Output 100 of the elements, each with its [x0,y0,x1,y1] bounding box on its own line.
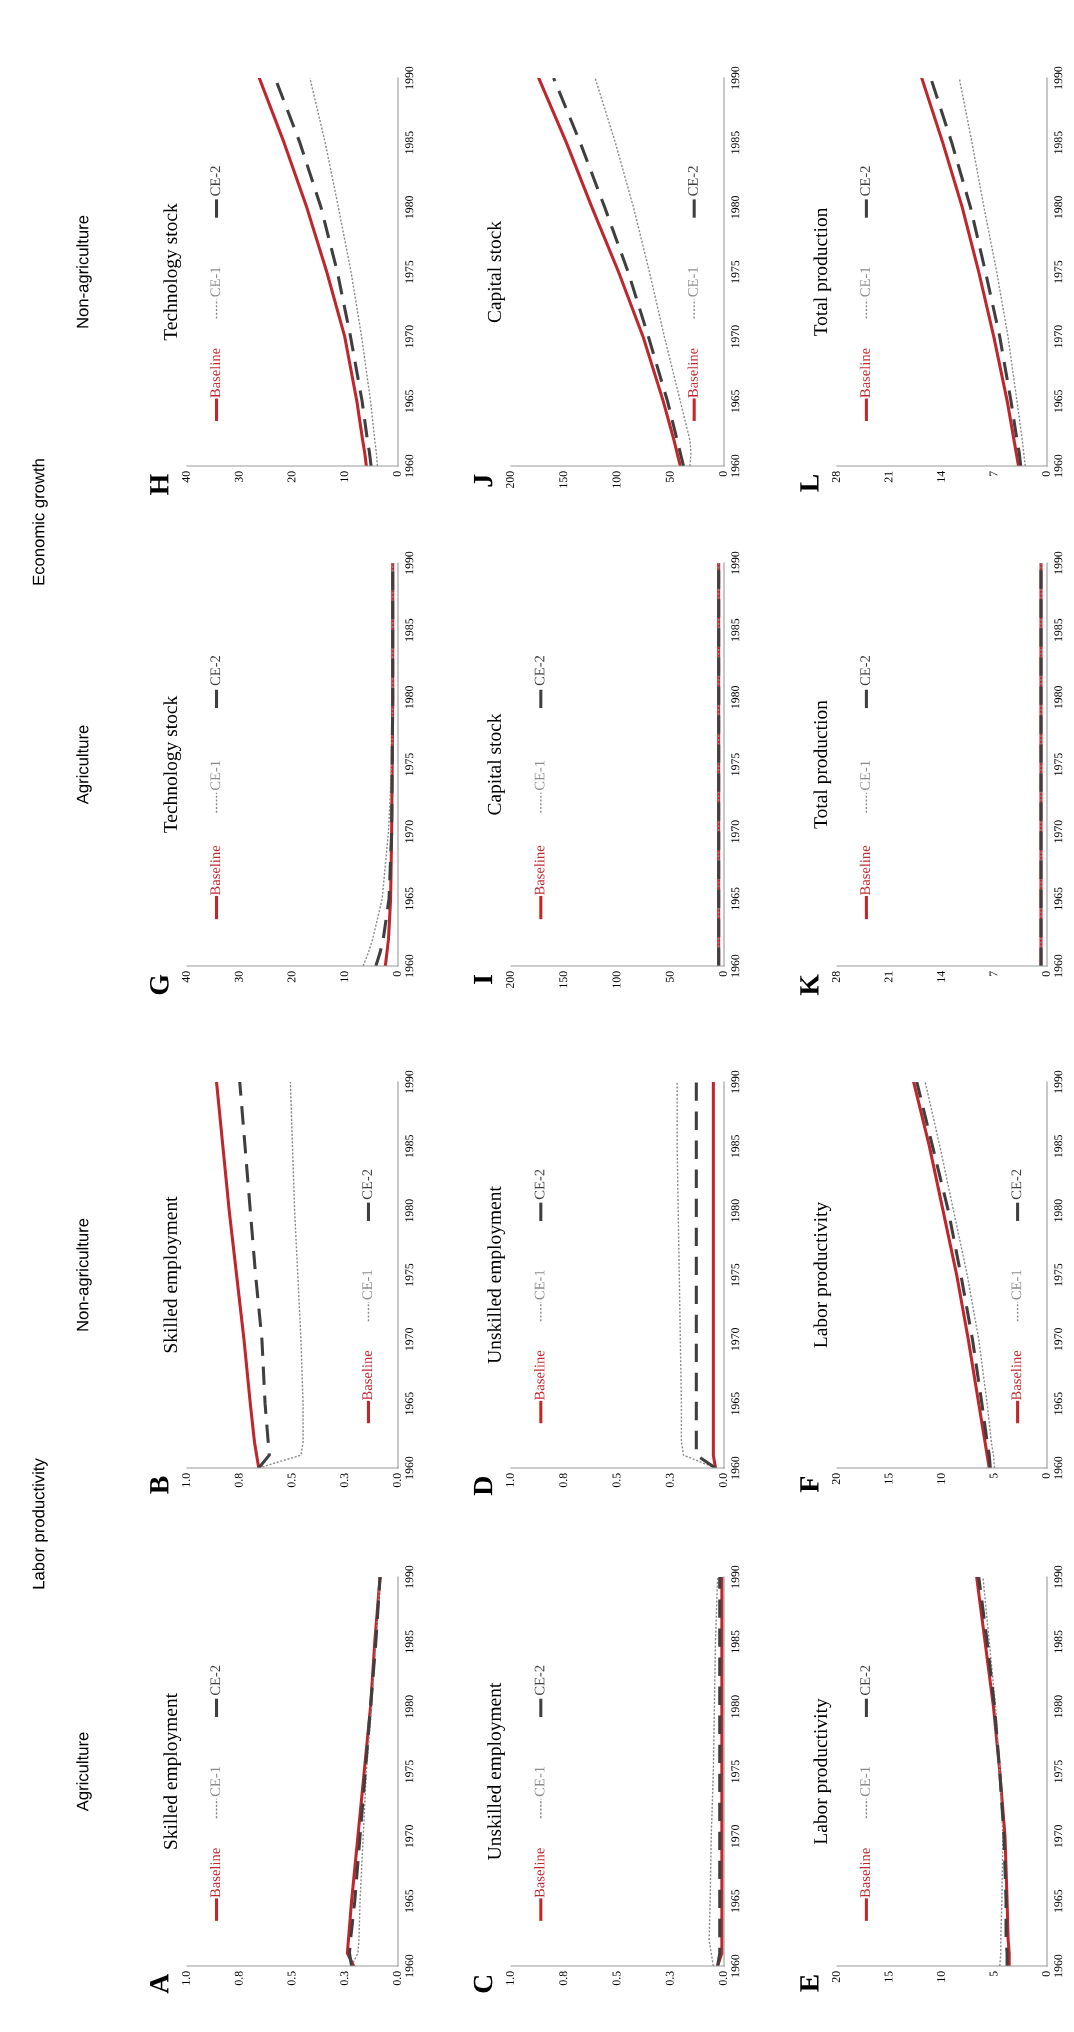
text: Skilled employment [163,1196,182,1353]
text: B [150,1476,169,1494]
x-tick-label: 14 [937,971,945,982]
x-tick-label: 0.0 [392,1473,402,1488]
text: CE-2 [860,655,871,686]
text: Skilled employment [163,1693,182,1849]
x-tick-label: 1.0 [505,1473,515,1487]
x-tick-label: 15 [884,1473,893,1484]
text: CE-1 [210,267,221,297]
text: E [800,1975,819,1992]
text: Labor productivity [32,1458,48,1589]
x-tick-label: 0 [718,971,727,977]
x-tick-label: 200 [505,971,514,989]
y-tick-label: 1975 [1054,1263,1063,1286]
x-tick-label: 20 [287,471,296,483]
text: CE-2 [860,1665,871,1696]
y-tick-label: 1980 [731,1695,740,1718]
text: Total production [813,700,832,829]
x-tick-label: 200 [505,471,514,489]
x-tick-label: 10 [936,1971,945,1982]
y-tick-label: 1975 [405,1263,414,1286]
text: CE-1 [534,1766,545,1797]
x-tick-label: 0 [718,471,727,477]
y-tick-label: 1965 [731,887,740,910]
y-tick-label: 1975 [405,260,414,283]
x-tick-label: 0.0 [718,1473,728,1488]
y-tick-label: 1980 [405,685,414,709]
y-tick-label: 1965 [731,389,740,413]
x-tick-label: 0 [1041,1971,1050,1977]
x-tick-label: 20 [831,1971,840,1983]
text: CE-1 [860,760,871,791]
y-tick-label: 1970 [405,1327,414,1351]
text: C [473,1975,493,1993]
text: Labor productivity [813,1698,832,1845]
y-tick-label: 1980 [731,1199,740,1222]
y-tick-label: 1980 [1054,1695,1063,1718]
y-tick-label: 1990 [731,66,740,89]
text: CE-2 [1011,1169,1022,1200]
x-tick-label: 150 [559,471,568,488]
text: Baseline [534,1848,545,1898]
text: K [800,974,819,996]
y-tick-label: 1985 [405,131,414,154]
y-tick-label: 1960 [731,454,740,477]
text: Baseline [534,1350,545,1401]
y-tick-label: 1990 [1054,551,1063,574]
text: CE-2 [534,655,545,686]
y-tick-label: 1960 [731,1456,740,1479]
x-tick-label: 50 [665,471,674,482]
x-tick-label: 0.3 [665,1473,674,1488]
text: J [473,474,493,487]
x-tick-label: 0 [392,471,401,477]
text: Baseline [1010,1350,1022,1401]
y-tick-label: 1960 [731,1954,740,1977]
x-tick-label: 7 [989,971,998,976]
y-tick-label: 1985 [405,618,414,641]
text: Baseline [687,348,698,398]
x-tick-label: 28 [831,471,840,483]
y-tick-label: 1990 [405,1565,414,1588]
y-tick-label: 1975 [1054,753,1063,776]
y-tick-label: 1985 [1054,131,1063,154]
y-tick-label: 1960 [405,454,414,477]
y-tick-label: 1980 [405,1695,414,1718]
text: H [150,474,169,495]
x-tick-label: 30 [234,471,243,483]
text: CE-1 [534,760,545,791]
y-tick-label: 1970 [1054,325,1063,348]
y-tick-label: 1970 [1054,1327,1063,1351]
y-tick-label: 1965 [405,389,414,413]
y-tick-label: 1975 [405,753,414,776]
x-tick-label: 40 [181,971,190,983]
text: CE-2 [362,1169,373,1200]
y-tick-label: 1970 [731,325,740,348]
y-tick-label: 1980 [405,195,414,219]
x-tick-label: 0.3 [665,1971,674,1986]
y-tick-label: 1965 [1054,389,1063,413]
y-tick-label: 1970 [731,820,740,843]
y-tick-label: 1960 [405,1954,414,1977]
text: Baseline [361,1350,373,1401]
x-tick-label: 5 [989,1971,998,1977]
x-tick-label: 0.5 [287,1473,296,1488]
y-tick-label: 1970 [405,325,414,348]
y-tick-label: 1960 [1054,454,1063,477]
y-tick-label: 1960 [731,954,740,977]
x-tick-label: 100 [612,471,621,488]
y-tick-label: 1970 [731,1327,740,1351]
y-tick-label: 1965 [405,1889,414,1912]
text: Non-agriculture [76,215,92,328]
text: Baseline [209,1848,221,1898]
text: Labor productivity [813,1201,832,1348]
x-tick-label: 14 [937,471,945,482]
y-tick-label: 1985 [1054,618,1063,641]
y-tick-label: 1985 [405,1134,414,1158]
y-tick-label: 1975 [731,1760,740,1783]
y-tick-label: 1975 [1054,260,1063,283]
y-tick-label: 1970 [405,1824,414,1848]
x-tick-label: 150 [559,971,568,988]
text: CE-1 [210,760,221,791]
y-tick-label: 1970 [1054,1824,1063,1848]
text: CE-1 [860,267,871,297]
y-tick-label: 1965 [731,1889,740,1912]
